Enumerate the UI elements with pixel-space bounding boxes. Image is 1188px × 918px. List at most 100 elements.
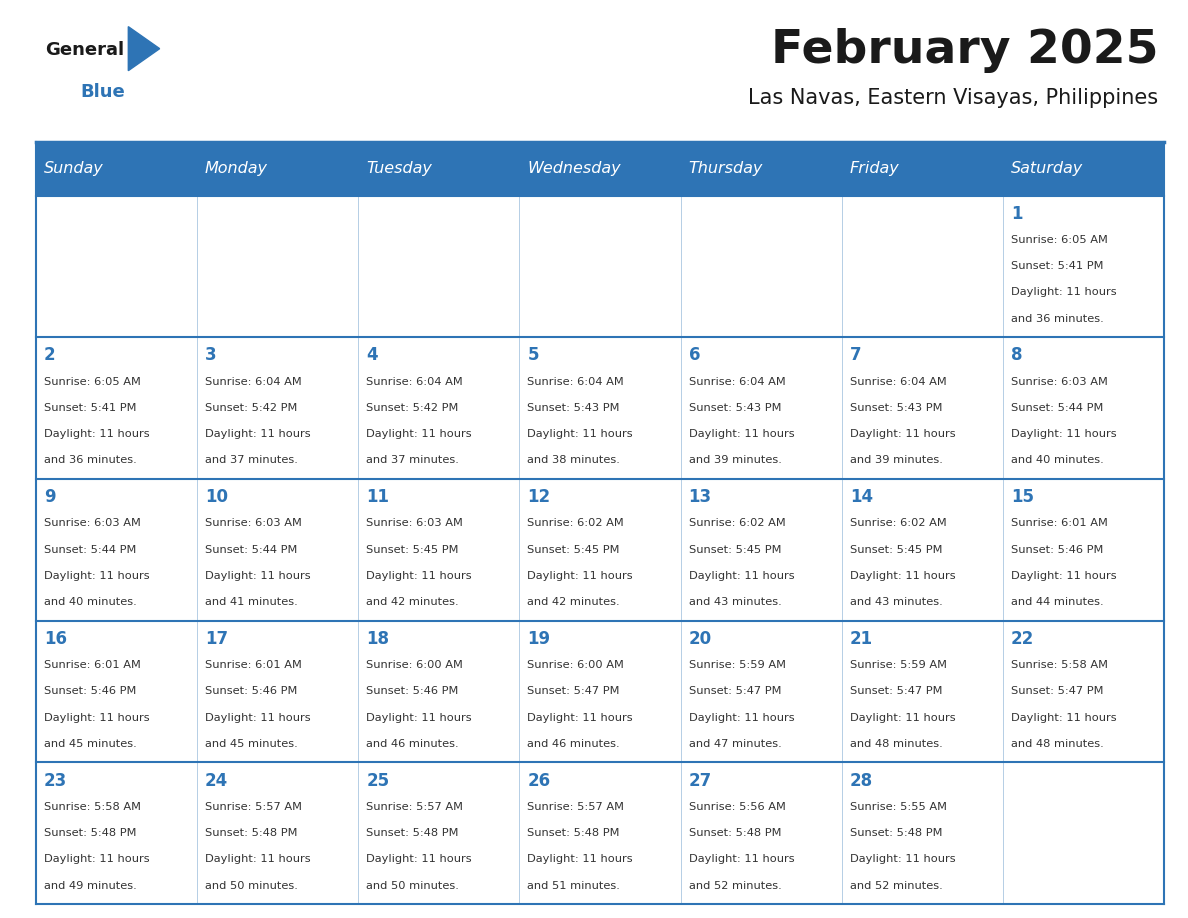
Text: 24: 24: [204, 772, 228, 789]
Text: Sunrise: 6:02 AM: Sunrise: 6:02 AM: [849, 519, 947, 529]
Text: Daylight: 11 hours: Daylight: 11 hours: [366, 855, 472, 865]
Text: Saturday: Saturday: [1011, 162, 1083, 176]
Text: Sunrise: 6:05 AM: Sunrise: 6:05 AM: [44, 376, 140, 386]
Text: 25: 25: [366, 772, 390, 789]
Polygon shape: [128, 27, 159, 71]
Text: and 47 minutes.: and 47 minutes.: [689, 739, 782, 749]
Text: Sunset: 5:47 PM: Sunset: 5:47 PM: [849, 687, 942, 697]
Text: Daylight: 11 hours: Daylight: 11 hours: [44, 430, 150, 439]
Text: Sunset: 5:43 PM: Sunset: 5:43 PM: [527, 403, 620, 413]
Text: 7: 7: [849, 346, 861, 364]
Text: and 45 minutes.: and 45 minutes.: [44, 739, 137, 749]
Text: 6: 6: [689, 346, 700, 364]
Text: February 2025: February 2025: [771, 28, 1158, 73]
Text: Sunrise: 6:03 AM: Sunrise: 6:03 AM: [1011, 376, 1108, 386]
Text: Daylight: 11 hours: Daylight: 11 hours: [44, 571, 150, 581]
Text: Sunset: 5:41 PM: Sunset: 5:41 PM: [44, 403, 137, 413]
Text: Sunrise: 6:05 AM: Sunrise: 6:05 AM: [1011, 235, 1108, 245]
Text: and 36 minutes.: and 36 minutes.: [1011, 314, 1104, 324]
Text: Daylight: 11 hours: Daylight: 11 hours: [44, 855, 150, 865]
Text: 1: 1: [1011, 205, 1023, 223]
Text: Sunset: 5:42 PM: Sunset: 5:42 PM: [366, 403, 459, 413]
Text: and 48 minutes.: and 48 minutes.: [1011, 739, 1104, 749]
Text: Sunset: 5:41 PM: Sunset: 5:41 PM: [1011, 262, 1104, 271]
Text: Daylight: 11 hours: Daylight: 11 hours: [849, 855, 955, 865]
Text: Sunset: 5:43 PM: Sunset: 5:43 PM: [849, 403, 942, 413]
Text: and 52 minutes.: and 52 minutes.: [849, 880, 942, 890]
Text: and 51 minutes.: and 51 minutes.: [527, 880, 620, 890]
Text: Sunset: 5:42 PM: Sunset: 5:42 PM: [204, 403, 297, 413]
Text: Tuesday: Tuesday: [366, 162, 432, 176]
Text: 2: 2: [44, 346, 56, 364]
Text: Sunset: 5:48 PM: Sunset: 5:48 PM: [689, 828, 782, 838]
Text: 22: 22: [1011, 630, 1035, 648]
Text: Monday: Monday: [204, 162, 268, 176]
Text: Sunset: 5:45 PM: Sunset: 5:45 PM: [527, 544, 620, 554]
Text: 21: 21: [849, 630, 873, 648]
Text: Sunset: 5:47 PM: Sunset: 5:47 PM: [689, 687, 782, 697]
Text: Sunset: 5:46 PM: Sunset: 5:46 PM: [204, 687, 297, 697]
Text: and 38 minutes.: and 38 minutes.: [527, 455, 620, 465]
Text: 15: 15: [1011, 488, 1034, 506]
Bar: [36, 142, 197, 196]
Text: 20: 20: [689, 630, 712, 648]
Text: 16: 16: [44, 630, 67, 648]
Text: and 37 minutes.: and 37 minutes.: [204, 455, 298, 465]
Text: and 39 minutes.: and 39 minutes.: [849, 455, 943, 465]
Text: Sunset: 5:47 PM: Sunset: 5:47 PM: [527, 687, 620, 697]
Text: Sunrise: 6:04 AM: Sunrise: 6:04 AM: [689, 376, 785, 386]
Text: and 44 minutes.: and 44 minutes.: [1011, 597, 1104, 607]
Text: Wednesday: Wednesday: [527, 162, 621, 176]
Text: and 46 minutes.: and 46 minutes.: [366, 739, 459, 749]
Text: Sunrise: 5:57 AM: Sunrise: 5:57 AM: [204, 802, 302, 812]
Text: Daylight: 11 hours: Daylight: 11 hours: [44, 712, 150, 722]
Text: Sunrise: 5:59 AM: Sunrise: 5:59 AM: [849, 660, 947, 670]
Text: Blue: Blue: [81, 83, 126, 101]
Text: Las Navas, Eastern Visayas, Philippines: Las Navas, Eastern Visayas, Philippines: [748, 88, 1158, 108]
Text: 5: 5: [527, 346, 539, 364]
Text: Sunrise: 6:01 AM: Sunrise: 6:01 AM: [204, 660, 302, 670]
Text: 10: 10: [204, 488, 228, 506]
Text: Sunset: 5:48 PM: Sunset: 5:48 PM: [527, 828, 620, 838]
Text: Daylight: 11 hours: Daylight: 11 hours: [366, 430, 472, 439]
Text: and 49 minutes.: and 49 minutes.: [44, 880, 137, 890]
Text: General: General: [45, 41, 125, 60]
Text: Friday: Friday: [849, 162, 899, 176]
Text: Sunrise: 6:04 AM: Sunrise: 6:04 AM: [849, 376, 947, 386]
Text: and 40 minutes.: and 40 minutes.: [1011, 455, 1104, 465]
Text: Sunrise: 6:02 AM: Sunrise: 6:02 AM: [527, 519, 624, 529]
Text: and 37 minutes.: and 37 minutes.: [366, 455, 459, 465]
Text: Daylight: 11 hours: Daylight: 11 hours: [1011, 571, 1117, 581]
Text: Sunrise: 6:04 AM: Sunrise: 6:04 AM: [204, 376, 302, 386]
Text: Sunrise: 6:04 AM: Sunrise: 6:04 AM: [366, 376, 463, 386]
Text: Sunset: 5:46 PM: Sunset: 5:46 PM: [1011, 544, 1104, 554]
Text: Daylight: 11 hours: Daylight: 11 hours: [689, 712, 795, 722]
Bar: [358, 142, 519, 196]
Text: Daylight: 11 hours: Daylight: 11 hours: [849, 430, 955, 439]
Text: Sunrise: 6:04 AM: Sunrise: 6:04 AM: [527, 376, 624, 386]
Text: Daylight: 11 hours: Daylight: 11 hours: [1011, 712, 1117, 722]
Text: Sunrise: 5:59 AM: Sunrise: 5:59 AM: [689, 660, 785, 670]
Text: Sunset: 5:46 PM: Sunset: 5:46 PM: [366, 687, 459, 697]
Text: Daylight: 11 hours: Daylight: 11 hours: [527, 430, 633, 439]
Text: 19: 19: [527, 630, 550, 648]
Text: Sunrise: 6:03 AM: Sunrise: 6:03 AM: [204, 519, 302, 529]
Text: 8: 8: [1011, 346, 1023, 364]
Text: and 50 minutes.: and 50 minutes.: [204, 880, 298, 890]
Text: Thursday: Thursday: [689, 162, 763, 176]
Text: Sunrise: 5:55 AM: Sunrise: 5:55 AM: [849, 802, 947, 812]
Text: 23: 23: [44, 772, 67, 789]
Text: Daylight: 11 hours: Daylight: 11 hours: [527, 571, 633, 581]
Text: Sunset: 5:44 PM: Sunset: 5:44 PM: [1011, 403, 1104, 413]
Text: 18: 18: [366, 630, 390, 648]
Text: and 45 minutes.: and 45 minutes.: [204, 739, 298, 749]
Text: 27: 27: [689, 772, 712, 789]
Text: Daylight: 11 hours: Daylight: 11 hours: [366, 712, 472, 722]
Text: and 39 minutes.: and 39 minutes.: [689, 455, 782, 465]
Text: Sunrise: 6:00 AM: Sunrise: 6:00 AM: [527, 660, 624, 670]
Text: and 43 minutes.: and 43 minutes.: [849, 597, 942, 607]
Text: 28: 28: [849, 772, 873, 789]
Bar: [681, 142, 842, 196]
Text: and 43 minutes.: and 43 minutes.: [689, 597, 782, 607]
Text: Sunset: 5:48 PM: Sunset: 5:48 PM: [204, 828, 297, 838]
